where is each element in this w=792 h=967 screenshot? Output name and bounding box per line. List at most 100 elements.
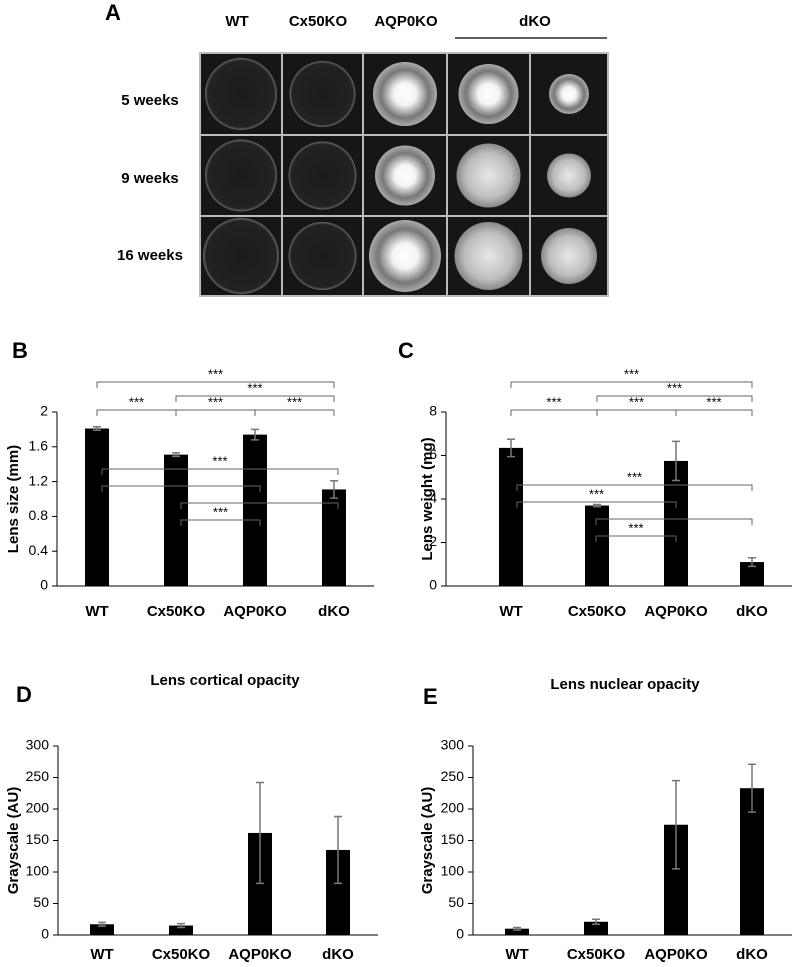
x-tick-label: Cx50KO: [568, 603, 627, 620]
bar: [169, 925, 193, 935]
bar: [499, 447, 523, 586]
panel-a: A WT Cx50KO AQP0KO dKO 5 weeks 9 weeks 1…: [105, 0, 609, 297]
x-tick-label: dKO: [322, 946, 354, 963]
y-tick-label: 300: [441, 737, 465, 753]
x-tick-label: Cx50KO: [147, 603, 206, 620]
bar-chart-panel: D Lens cortical opacity Grayscale (AU) 0 50 1…: [5, 453, 378, 963]
significance-label: ***: [627, 469, 642, 484]
y-tick-label: 8: [429, 403, 437, 419]
y-tick-label: 250: [26, 768, 50, 784]
x-tick-label: WT: [499, 603, 522, 620]
x-tick-label: Cx50KO: [152, 946, 211, 963]
lens: [369, 220, 441, 292]
significance-bracket: [175, 395, 335, 402]
y-tick-label: 0: [40, 577, 48, 593]
significance-label: ***: [173, 470, 188, 485]
significance-bracket: [596, 409, 677, 416]
significance-bracket: [595, 518, 753, 525]
significance-label: ***: [667, 380, 682, 395]
y-tick-label: 2: [429, 533, 437, 549]
error-bar: [748, 763, 756, 813]
bar: [584, 921, 608, 935]
lens: [205, 58, 277, 130]
x-tick-label: WT: [505, 946, 528, 963]
y-tick-label: 4: [429, 490, 437, 506]
y-tick-label: 50: [33, 894, 49, 910]
error-bar: [334, 815, 342, 885]
y-axis-label: Grayscale (AU): [419, 787, 436, 895]
error-bar: [592, 918, 600, 926]
y-tick-label: 0: [456, 926, 464, 942]
lens: [547, 153, 591, 198]
significance-label: ***: [624, 366, 639, 381]
x-tick-label: WT: [90, 946, 113, 963]
bar: [585, 505, 609, 586]
row-label: 16 weeks: [117, 247, 183, 264]
y-tick-label: 6: [429, 446, 437, 462]
error-bar: [672, 440, 680, 482]
lens: [549, 74, 589, 114]
significance-label: ***: [247, 380, 262, 395]
y-tick-label: 250: [441, 768, 465, 784]
error-bar: [172, 452, 180, 458]
error-bar: [98, 921, 106, 927]
panel-letter: D: [16, 682, 32, 707]
lens: [373, 62, 437, 126]
significance-label: ***: [666, 503, 681, 518]
error-bar: [748, 556, 756, 568]
error-bar: [507, 438, 515, 458]
x-tick-label: AQP0KO: [228, 946, 292, 963]
y-tick-label: 200: [441, 800, 465, 816]
chart-title: Lens nuclear opacity: [550, 676, 700, 693]
significance-bracket: [595, 535, 677, 542]
significance-label: ***: [129, 394, 144, 409]
panel-letter: B: [12, 338, 28, 363]
bar-chart-panel: B Lens size (mm) 0 0.4 0.8 1.2 1.6 2 WT Cx50KO AQP…: [5, 338, 374, 620]
x-tick-label: AQP0KO: [644, 946, 708, 963]
significance-label: ***: [628, 520, 643, 535]
panel-letter: C: [398, 338, 414, 363]
y-tick-label: 200: [26, 800, 50, 816]
significance-label: ***: [706, 394, 721, 409]
lens: [288, 222, 357, 290]
significance-bracket: [96, 409, 177, 416]
significance-label: ***: [208, 366, 223, 381]
column-header: WT: [225, 13, 248, 30]
bar: [243, 434, 267, 586]
error-bar: [672, 779, 680, 870]
x-tick-label: WT: [85, 603, 108, 620]
lens: [375, 145, 435, 206]
significance-bracket: [675, 409, 753, 416]
column-header: dKO: [519, 13, 551, 30]
y-tick-label: 0.8: [29, 507, 49, 523]
y-axis-label: Lens weight (mg): [419, 437, 436, 560]
lens: [203, 218, 279, 294]
error-bar: [93, 426, 101, 432]
x-tick-label: AQP0KO: [223, 603, 287, 620]
y-tick-label: 1.6: [29, 438, 49, 454]
row-label: 5 weeks: [121, 92, 179, 109]
bar: [664, 460, 688, 586]
significance-bracket: [175, 409, 256, 416]
x-tick-label: dKO: [318, 603, 350, 620]
x-tick-label: Cx50KO: [567, 946, 626, 963]
significance-bracket: [516, 501, 677, 508]
error-bar: [256, 781, 264, 885]
significance-bracket: [516, 484, 753, 491]
significance-bracket: [96, 381, 335, 388]
significance-label: ***: [213, 504, 228, 519]
x-tick-label: dKO: [736, 603, 768, 620]
x-tick-label: AQP0KO: [644, 603, 708, 620]
error-bar: [513, 926, 521, 931]
row-label: 9 weeks: [121, 170, 179, 187]
significance-bracket: [596, 395, 753, 402]
lens: [458, 64, 519, 124]
y-tick-label: 150: [26, 831, 50, 847]
bar-chart-panel: C Lens weight (mg) 0 2 4 6 8 WT Cx50KO AQP0KO dKO *…: [398, 338, 792, 620]
y-axis-label: Grayscale (AU): [5, 787, 22, 895]
column-header: AQP0KO: [374, 13, 438, 30]
y-axis-label: Lens size (mm): [5, 445, 22, 553]
bar: [740, 562, 764, 586]
error-bar: [177, 922, 185, 929]
